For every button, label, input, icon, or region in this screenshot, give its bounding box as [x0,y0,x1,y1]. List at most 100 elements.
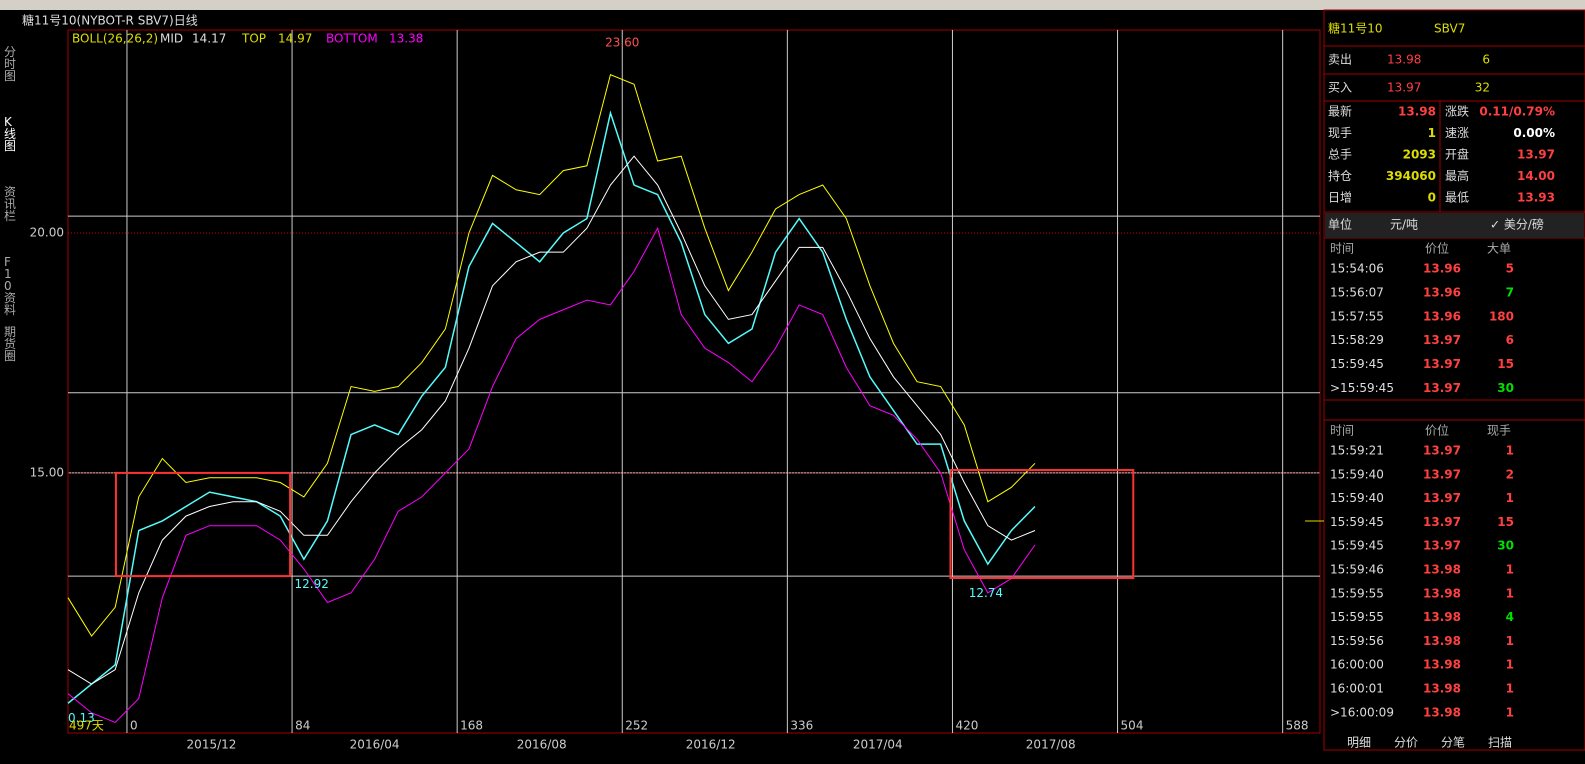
volume-cell: 6 [1506,333,1514,347]
bar-count: 497天 [69,719,104,733]
time-cell: 15:59:40 [1330,491,1384,505]
quote-frame [1323,9,1585,751]
price-cell: 13.97 [1423,515,1461,529]
title-bar [0,10,1585,30]
time-cell: 15:59:21 [1330,444,1384,458]
y-tick-label: 20.00 [30,225,64,239]
price-cell: 13.97 [1423,491,1461,505]
indicator-value: 13.38 [389,32,423,46]
table-header: 价位 [1425,423,1449,438]
unit-option[interactable]: ✓ 美分/磅 [1490,217,1544,232]
time-cell: 15:59:46 [1330,563,1384,577]
time-cell: 15:57:55 [1330,309,1384,323]
field-label: 涨跌 [1445,104,1469,119]
field-value: 1 [1428,126,1436,140]
side-tab: 分时图 [4,45,16,83]
order-price: 13.97 [1387,81,1421,95]
time-cell: 15:59:45 [1330,515,1384,529]
chart-frame [67,29,1321,734]
order-volume: 32 [1475,81,1490,95]
bottom-tab[interactable]: 明细 [1347,736,1371,750]
date-tick-label: 2017/04 [853,738,903,752]
volume-cell: 1 [1506,658,1514,672]
y-tick-label: 15.00 [30,465,64,479]
volume-cell: 1 [1506,586,1514,600]
table-header: 现手 [1487,424,1511,438]
order-volume: 6 [1482,53,1490,67]
bottom-tab[interactable]: 分价 [1394,736,1418,750]
volume-cell: 5 [1506,262,1514,276]
field-value: 0 [1428,191,1436,205]
table-header: 大单 [1487,242,1511,256]
field-label: 最低 [1445,191,1469,205]
date-tick-label: 2015/12 [187,738,237,752]
x-tick-label: 336 [790,719,813,733]
date-tick-label: 2016/04 [350,738,400,752]
date-tick-label: 2017/08 [1026,738,1076,752]
time-cell: 15:56:07 [1330,285,1384,299]
quote-name: 糖11号10 [1328,21,1383,36]
price-cell: 13.97 [1423,381,1461,395]
field-value: 2093 [1403,148,1436,162]
volume-cell: 1 [1506,634,1514,648]
volume-cell: 1 [1506,491,1514,505]
volume-cell: 1 [1506,444,1514,458]
field-value: 0.00% [1513,126,1555,140]
price-cell: 13.97 [1423,467,1461,481]
price-cell: 13.98 [1423,682,1461,696]
price-annotation: 23.60 [605,36,639,50]
field-label: 开盘 [1445,147,1469,162]
field-label: 日增 [1328,191,1352,205]
time-cell: 15:59:55 [1330,586,1384,600]
volume-cell: 30 [1497,539,1514,553]
field-value: 394060 [1386,169,1436,183]
time-cell: >15:59:45 [1330,381,1394,395]
time-cell: 15:59:56 [1330,634,1384,648]
indicator-label: BOTTOM [326,32,378,46]
time-cell: 15:58:29 [1330,333,1384,347]
volume-cell: 1 [1506,705,1514,719]
series-line [67,110,1036,704]
side-tab: 资讯栏 [4,185,16,223]
side-tab: 期货圈 [4,325,16,363]
x-tick-label: 588 [1286,719,1309,733]
field-value: 13.97 [1517,148,1555,162]
volume-cell: 1 [1506,682,1514,696]
table-header: 时间 [1330,242,1354,256]
table-header: 价位 [1425,241,1449,256]
volume-cell: 15 [1497,515,1514,529]
table-header: 时间 [1330,424,1354,438]
price-annotation: 0.13 [68,711,95,725]
price-annotation: 12.92 [295,577,329,591]
field-label: 速涨 [1445,125,1469,140]
indicator-name: BOLL(26,26,2) [72,32,158,46]
field-label: 现手 [1328,126,1352,140]
time-cell: 16:00:01 [1330,682,1384,696]
field-value: 14.00 [1517,169,1555,183]
price-annotation: 12.74 [969,586,1003,600]
order-label: 买入 [1328,81,1352,95]
unit-label: 单位 [1328,217,1352,232]
price-cell: 13.97 [1423,444,1461,458]
time-cell: 16:00:00 [1330,658,1384,672]
bottom-tab[interactable]: 分笔 [1441,735,1465,750]
unit-option[interactable]: 元/吨 [1390,218,1418,232]
series-line [67,226,1036,724]
x-tick-label: 84 [295,719,310,733]
time-cell: >16:00:09 [1330,705,1394,719]
price-cell: 13.97 [1423,357,1461,371]
bottom-tab[interactable]: 扫描 [1488,736,1512,750]
price-cell: 13.98 [1423,658,1461,672]
field-label: 最新 [1328,104,1352,119]
highlight-box [949,469,1135,580]
field-value: 0.11/0.79% [1479,105,1555,119]
indicator-value: 14.17 [192,32,226,46]
field-value: 13.98 [1398,105,1436,119]
date-tick-label: 2016/12 [686,738,736,752]
x-tick-label: 252 [625,719,648,733]
volume-cell: 30 [1497,381,1514,395]
price-cell: 13.98 [1423,586,1461,600]
indicator-value: 14.97 [278,32,312,46]
